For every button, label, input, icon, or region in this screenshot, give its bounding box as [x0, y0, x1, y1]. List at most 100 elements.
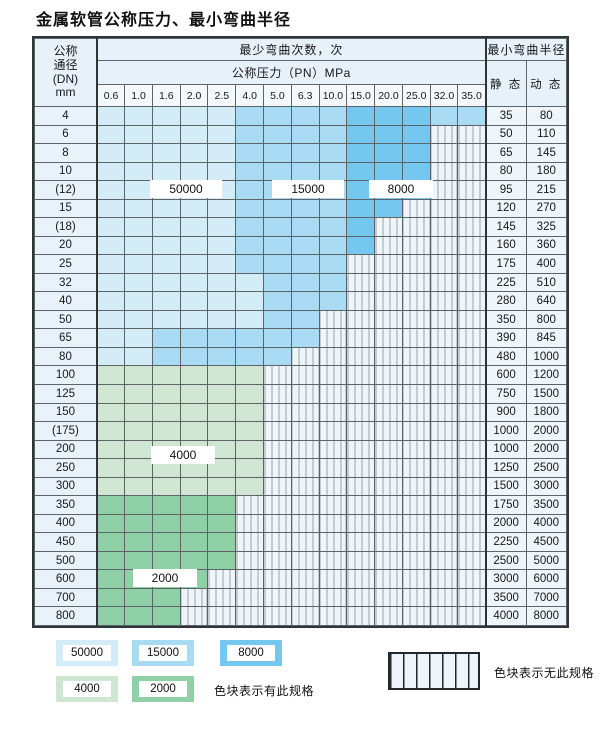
pressure-col-header: 20.0	[374, 84, 403, 107]
bend-cycle-cell	[179, 513, 209, 534]
bend-cycle-cell	[318, 161, 348, 182]
dn-header-line-2: 通径	[53, 57, 78, 72]
dn-value-cell: 450	[33, 532, 98, 552]
bend-cycle-cell	[401, 476, 431, 497]
table-row: 50 350 800	[33, 309, 568, 330]
bend-cycle-cell	[96, 476, 126, 497]
bend-cycle-cell	[346, 606, 376, 626]
bend-cycle-cell	[290, 513, 320, 534]
bend-cycle-cell	[96, 569, 126, 589]
static-radius-cell: 160	[485, 235, 527, 256]
bend-cycle-cell	[235, 495, 264, 515]
dn-value-cell: 700	[33, 587, 98, 608]
bend-cycle-cell	[96, 439, 126, 460]
static-radius-cell: 1000	[485, 439, 527, 460]
bend-cycle-cell	[401, 402, 431, 423]
bend-cycle-cell	[318, 439, 348, 460]
bend-cycle-cell	[290, 606, 320, 626]
bend-cycle-cell	[179, 587, 209, 608]
bend-cycle-cell	[318, 587, 348, 608]
bend-cycle-cell	[124, 143, 153, 163]
bend-cycle-cell	[374, 309, 403, 330]
bend-cycle-cell	[179, 143, 209, 163]
dynamic-radius-cell: 1200	[525, 365, 568, 385]
bend-cycle-cell	[207, 587, 237, 608]
bend-cycle-cell	[346, 235, 376, 256]
bend-cycle-cell	[96, 365, 126, 385]
bend-cycle-cell	[151, 458, 181, 478]
bend-cycle-cell	[401, 309, 431, 330]
bend-cycle-cell	[179, 124, 209, 145]
bend-cycle-cell	[346, 143, 376, 163]
bend-cycle-cell	[207, 495, 237, 515]
bend-cycle-cell	[290, 161, 320, 182]
bend-cycle-cell	[290, 272, 320, 293]
bend-cycle-cell	[96, 180, 126, 200]
bend-cycle-cell	[290, 402, 320, 423]
bend-cycle-cell	[318, 365, 348, 385]
dynamic-radius-cell: 3500	[525, 495, 568, 515]
bend-cycle-cell	[96, 106, 126, 126]
bend-cycle-cell	[374, 402, 403, 423]
bend-cycle-cell	[179, 198, 209, 219]
bend-cycle-cell	[401, 198, 431, 219]
pressure-col-header: 2.0	[179, 84, 209, 107]
dn-value-cell: 50	[33, 309, 98, 330]
bend-cycle-cell	[124, 328, 153, 348]
table-row: 200 1000 2000	[33, 439, 568, 460]
bend-cycle-cell	[457, 550, 487, 571]
bend-cycle-cell	[207, 254, 237, 274]
table-row: 80 480 1000	[33, 346, 568, 367]
bend-cycle-cell	[151, 383, 181, 404]
bend-cycle-cell	[457, 458, 487, 478]
bend-cycle-cell	[346, 254, 376, 274]
bend-cycle-cell	[263, 513, 292, 534]
bend-cycle-cell	[207, 606, 237, 626]
static-radius-cell: 2500	[485, 550, 527, 571]
static-radius-cell: 120	[485, 198, 527, 219]
bend-cycle-cell	[290, 328, 320, 348]
bend-cycle-cell	[179, 161, 209, 182]
bend-cycle-cell	[235, 328, 264, 348]
dn-value-cell: 100	[33, 365, 98, 385]
dn-value-cell: 32	[33, 272, 98, 293]
bend-cycle-cell	[179, 254, 209, 274]
static-radius-cell: 750	[485, 383, 527, 404]
bend-cycle-cell	[207, 198, 237, 219]
table-row: 350 1750 3500	[33, 495, 568, 515]
bend-cycle-cell	[151, 569, 181, 589]
bend-cycle-cell	[263, 291, 292, 311]
bend-cycle-cell	[374, 476, 403, 497]
bend-cycle-cell	[96, 495, 126, 515]
bend-cycle-cell	[401, 569, 431, 589]
bend-cycle-cell	[124, 458, 153, 478]
bend-cycle-cell	[346, 106, 376, 126]
bend-cycle-cell	[429, 606, 459, 626]
bend-cycle-cell	[429, 291, 459, 311]
legend-has-spec-label: 色块表示有此规格	[214, 684, 315, 698]
dn-value-cell: 200	[33, 439, 98, 460]
bend-cycle-cell	[318, 235, 348, 256]
table-row: 10 80 180	[33, 161, 568, 182]
bend-cycle-cell	[151, 365, 181, 385]
legend-swatch: 50000	[56, 640, 118, 666]
static-radius-cell: 1000	[485, 421, 527, 441]
bend-cycle-cell	[151, 180, 181, 200]
pressure-col-header: 15.0	[346, 84, 376, 107]
bend-cycle-cell	[207, 346, 237, 367]
bend-cycle-cell	[124, 180, 153, 200]
bend-cycle-cell	[318, 569, 348, 589]
legend-swatch-label: 8000	[227, 645, 275, 661]
bend-cycle-cell	[318, 458, 348, 478]
static-radius-cell: 390	[485, 328, 527, 348]
bend-cycle-cell	[346, 569, 376, 589]
dynamic-radius-cell: 145	[525, 143, 568, 163]
static-radius-cell: 1500	[485, 476, 527, 497]
bend-cycle-cell	[263, 532, 292, 552]
dynamic-radius-cell: 845	[525, 328, 568, 348]
bend-cycle-cell	[124, 550, 153, 571]
bend-cycle-cell	[207, 161, 237, 182]
bend-cycle-cell	[290, 217, 320, 237]
bend-cycle-cell	[179, 606, 209, 626]
legend-swatch: 4000	[56, 676, 118, 702]
